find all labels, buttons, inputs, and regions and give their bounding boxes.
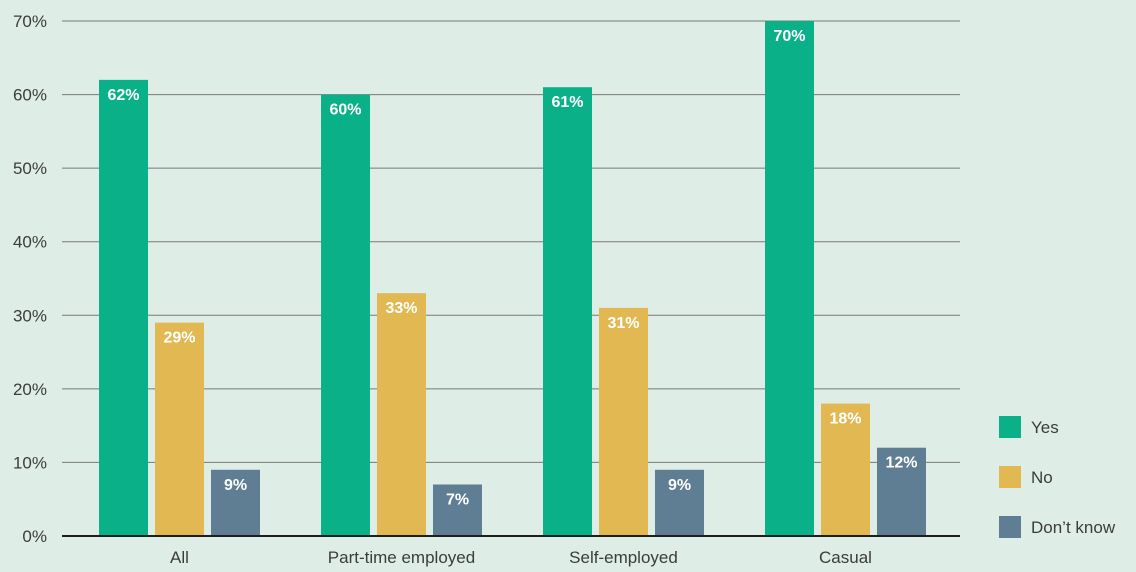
bar: [433, 484, 482, 536]
y-tick-label: 60%: [13, 86, 47, 105]
x-tick-label: Casual: [819, 548, 872, 567]
bar: [765, 21, 814, 536]
data-label: 60%: [329, 102, 361, 119]
bar: [99, 79, 148, 536]
bar: [155, 322, 204, 536]
legend-swatch: [999, 516, 1021, 538]
legend: Yes No Don’t know: [999, 416, 1116, 538]
data-label: 29%: [163, 330, 195, 347]
bar: [543, 87, 592, 536]
legend-label: Yes: [1031, 418, 1059, 437]
y-tick-label: 50%: [13, 159, 47, 178]
x-tick-label: All: [170, 548, 189, 567]
legend-label: No: [1031, 468, 1053, 487]
y-tick-label: 30%: [13, 306, 47, 325]
bar: [599, 307, 648, 536]
bars: 62% 29% 9% 60% 33% 7% 61% 31% 9% 70% 18% 12%: [99, 21, 926, 537]
x-tick-label: Self-employed: [569, 548, 678, 567]
data-label: 70%: [773, 28, 805, 45]
legend-label: Don’t know: [1031, 518, 1116, 537]
bar: [655, 469, 704, 536]
gridlines: [62, 20, 960, 463]
x-tick-label: Part-time employed: [328, 548, 475, 567]
y-tick-label: 70%: [13, 12, 47, 31]
data-label: 33%: [385, 300, 417, 317]
bar: [211, 469, 260, 536]
bar: [821, 403, 870, 536]
x-axis: All Part-time employed Self-employed Casual: [62, 535, 960, 567]
bar: [377, 293, 426, 536]
data-label: 62%: [107, 87, 139, 104]
y-tick-label: 40%: [13, 233, 47, 252]
data-label: 7%: [446, 492, 469, 509]
y-tick-label: 0%: [22, 527, 47, 546]
bar: [877, 447, 926, 536]
legend-swatch: [999, 466, 1021, 488]
y-axis: 0% 10% 20% 30% 40% 50% 60% 70%: [13, 12, 47, 546]
legend-swatch: [999, 416, 1021, 438]
y-tick-label: 20%: [13, 380, 47, 399]
data-label: 9%: [668, 477, 691, 494]
data-label: 12%: [885, 455, 917, 472]
bar: [321, 94, 370, 537]
data-label: 9%: [224, 477, 247, 494]
data-label: 31%: [607, 315, 639, 332]
y-tick-label: 10%: [13, 453, 47, 472]
data-label: 18%: [829, 411, 861, 428]
data-label: 61%: [551, 94, 583, 111]
